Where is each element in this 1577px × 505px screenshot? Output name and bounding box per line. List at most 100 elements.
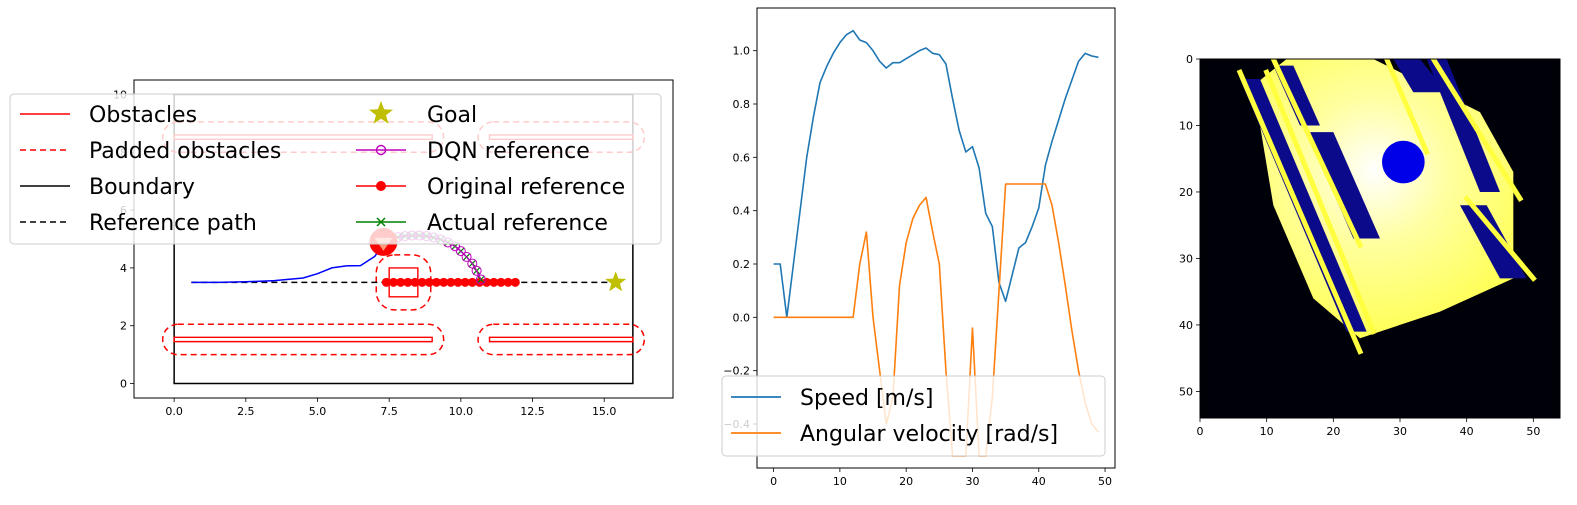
dqn-reference-point [455,246,466,257]
legend-key-dqn-marker [375,144,387,156]
x-tick-label: 15.0 [592,405,617,418]
original-reference-point [453,277,463,287]
x-tick-label: 7.5 [380,405,398,418]
x-tick-label: 12.5 [520,405,545,418]
heatmap-image [1200,59,1560,418]
x-tick-label: 10 [833,475,847,488]
padded-obstacle [477,323,646,356]
dqn-reference-point [475,274,486,285]
heatmap-wall-line [1383,59,1430,156]
x-tick-label: 50 [1098,475,1112,488]
original-reference-point [510,277,520,287]
y-tick-label: 30 [1179,252,1193,265]
x-tick-label: 30 [965,475,979,488]
velocity-legend: Speed [m/s] Angular velocity [rad/s] [721,375,1106,457]
x-tick-label: 20 [1326,425,1340,438]
heatmap-obstacle-band [1393,59,1447,93]
y-tick-label: 10 [1179,119,1193,132]
legend-label-boundary: Boundary [89,175,195,200]
dqn-reference-point [461,251,472,262]
heatmap-robot-blob [1382,140,1425,184]
legend-label-reference-path: Reference path [89,211,257,236]
original-reference-point [489,277,499,287]
legend-label-padded-obstacles: Padded obstacles [89,139,281,164]
original-reference-point [410,277,420,287]
robot-trajectory [191,242,385,284]
heatmap-wall-line [1430,59,1524,203]
original-reference-point [424,277,434,287]
y-tick-label: 0.6 [733,151,751,164]
original-reference-point [388,277,398,287]
y-tick-label: 4 [120,262,127,275]
x-tick-label: 20 [899,475,913,488]
y-tick-label: 40 [1179,319,1193,332]
x-tick-label: 5.0 [309,405,327,418]
legend-label-goal: Goal [427,103,477,128]
x-tick-label: 10 [1260,425,1274,438]
original-reference-point [381,277,391,287]
local-map-panel: 0 10 20 30 40 50 0 10 20 30 40 50 [1179,53,1561,438]
velocity-legend-box [721,375,1106,457]
velocity-axes-frame [756,7,1116,469]
heatmap-wall-line [1270,59,1364,249]
goal-star [605,271,627,292]
padded-obstacle [161,323,445,356]
y-tick-label: 0.8 [733,98,751,111]
y-tick-label: 0 [120,378,127,391]
legend-key-goal-star [369,101,393,124]
padded-obstacle [375,254,432,311]
x-tick-label: 0 [770,475,777,488]
x-tick-label: 50 [1526,425,1540,438]
heatmap-obstacle-band [1460,205,1527,279]
series-line [773,183,1100,457]
x-tick-label: 0 [1197,425,1204,438]
obstacle [388,267,419,298]
heatmap-obstacle-band [1426,59,1500,192]
x-tick-label: 0.0 [165,405,183,418]
legend-label-original-reference: Original reference [427,175,625,200]
y-tick-label: 0.4 [733,205,751,218]
legend-label-speed: Speed [m/s] [800,386,933,411]
dqn-reference-point [471,265,482,276]
original-reference-point [403,277,413,287]
map-legend-box [9,93,662,245]
original-reference-point [431,277,441,287]
y-tick-label: 2 [120,320,127,333]
legend-label-dqn-reference: DQN reference [427,139,590,164]
x-tick-label: 2.5 [237,405,255,418]
x-tick-label: 10.0 [449,405,474,418]
y-tick-label: 0 [1186,53,1193,66]
y-tick-label: 0.0 [733,311,751,324]
dqn-reference-point [467,258,478,269]
heatmap-obstacle-band [1306,132,1380,239]
heatmap-wall-line [1463,195,1537,282]
obstacle [173,336,433,343]
original-reference-point [460,277,470,287]
legend-key-original-marker [376,181,386,191]
x-tick-label: 30 [1393,425,1407,438]
map-panel: 0.02.55.07.510.012.515.00246810 Obstacle… [9,79,674,418]
heatmap-free-region [1253,59,1514,339]
heatmap-wall-line [1263,69,1377,335]
original-reference-point [396,277,406,287]
actual-reference-point [476,275,485,284]
heatmap-axes-frame [1199,58,1561,419]
original-reference-point [439,277,449,287]
original-reference-point [446,277,456,287]
heatmap-wall-line [1236,69,1364,355]
velocity-plot-area [773,29,1100,457]
original-reference-point [503,277,513,287]
x-tick-label: 40 [1032,475,1046,488]
original-reference-point [496,277,506,287]
series-line [773,29,1099,319]
y-tick-label: 1.0 [733,45,751,58]
x-tick-label: 40 [1460,425,1474,438]
legend-label-angular-velocity: Angular velocity [rad/s] [800,422,1058,447]
original-reference-point [482,277,492,287]
heatmap-ticks: 0 10 20 30 40 50 0 10 20 30 40 50 [1179,53,1540,438]
map-legend: Obstacles Padded obstacles Boundary Refe… [9,93,662,245]
legend-label-actual-reference: Actual reference [427,211,608,236]
y-tick-label: 20 [1179,186,1193,199]
original-reference-point [417,277,427,287]
